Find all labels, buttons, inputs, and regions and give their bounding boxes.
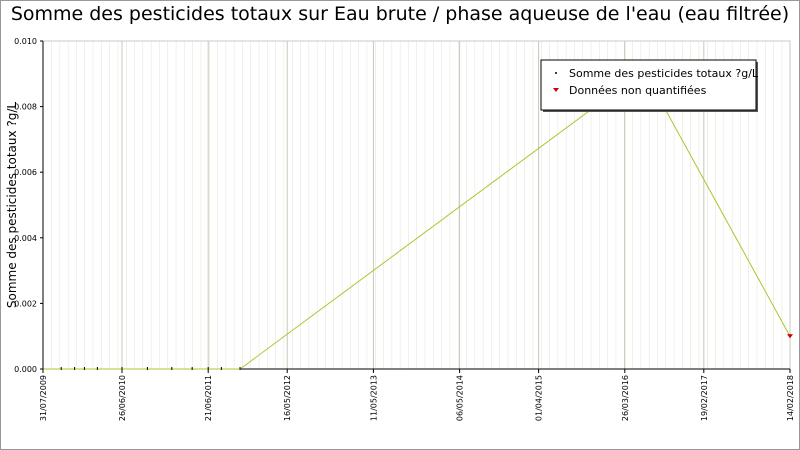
x-tick-label: 11/05/2013	[369, 375, 378, 421]
legend-marker	[553, 88, 559, 92]
x-tick-label: 14/02/2018	[786, 375, 795, 421]
x-tick-label: 31/07/2009	[39, 375, 48, 421]
x-tick-label: 16/05/2012	[283, 375, 292, 421]
chart-title: Somme des pesticides totaux sur Eau brut…	[11, 3, 789, 25]
x-tick-label: 19/02/2017	[700, 375, 709, 421]
y-tick-label: 0.002	[14, 299, 37, 308]
x-tick-label: 26/03/2016	[621, 375, 630, 421]
legend-box	[540, 59, 757, 111]
y-tick-label: 0.004	[14, 234, 37, 243]
series-line	[43, 69, 791, 370]
legend-marker	[555, 72, 557, 74]
x-tick-label: 21/06/2011	[204, 375, 213, 421]
y-tick-label: 0.008	[14, 103, 37, 112]
y-axis-label: Somme des pesticides totaux ?g/L	[5, 102, 19, 309]
y-tick-label: 0.000	[14, 365, 37, 374]
x-tick-label: 06/05/2014	[456, 375, 465, 421]
x-tick-label: 26/06/2010	[118, 375, 127, 421]
legend-label: Somme des pesticides totaux ?g/L	[569, 67, 759, 80]
y-tick-label: 0.006	[14, 168, 37, 177]
y-tick-label: 0.010	[14, 37, 37, 46]
x-tick-label: 01/04/2015	[535, 375, 544, 421]
point-marker	[787, 334, 793, 339]
legend-label: Données non quantifiées	[569, 84, 707, 97]
